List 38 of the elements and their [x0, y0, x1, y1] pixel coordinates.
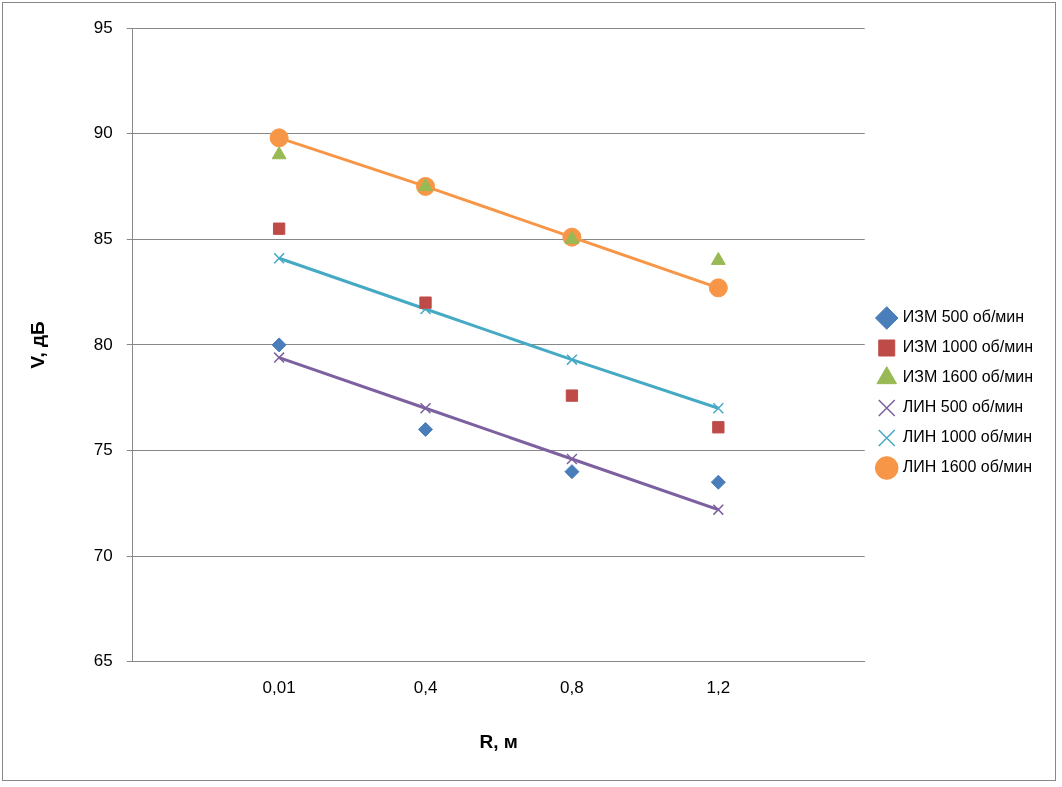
point [708, 278, 728, 298]
point [564, 464, 580, 480]
point [272, 222, 286, 235]
y-tick-label: 85 [93, 228, 113, 248]
point [710, 251, 726, 265]
point [273, 252, 285, 264]
legend-label: ИЗМ 1000 об/мин [902, 338, 1034, 356]
y-tick-label: 90 [93, 123, 113, 143]
point [273, 351, 285, 364]
y-tick-label: 70 [93, 545, 113, 565]
point [419, 296, 432, 309]
x-tick-label: 0,4 [413, 677, 438, 697]
legend-label: ЛИН 500 об/мин [902, 398, 1024, 416]
point [271, 146, 287, 160]
y-tick-label: 75 [93, 440, 113, 460]
legend-label: ЛИН 1600 об/мин [902, 458, 1033, 476]
point [566, 353, 578, 366]
point [712, 402, 725, 414]
x-tick-label: 0,8 [560, 677, 584, 697]
point [418, 421, 434, 437]
x-tick-label: 0,01 [262, 677, 296, 697]
point [712, 421, 725, 434]
point [419, 402, 432, 414]
point [712, 503, 725, 516]
legend-label: ЛИН 1000 об/мин [902, 428, 1033, 446]
point [710, 474, 726, 490]
point [566, 453, 578, 465]
y-tick-label: 95 [93, 17, 113, 37]
x-axis-title: R, м [479, 730, 518, 752]
y-tick-label: 80 [93, 334, 113, 354]
point [271, 337, 287, 353]
legend-label: ИЗМ 500 об/мин [902, 308, 1025, 326]
point [565, 389, 579, 402]
y-tick-label: 65 [93, 651, 113, 671]
y-axis-title: V, дБ [26, 321, 48, 369]
legend-label: ИЗМ 1600 об/мин [902, 368, 1034, 386]
x-tick-label: 1,2 [706, 677, 731, 697]
point [269, 128, 289, 148]
